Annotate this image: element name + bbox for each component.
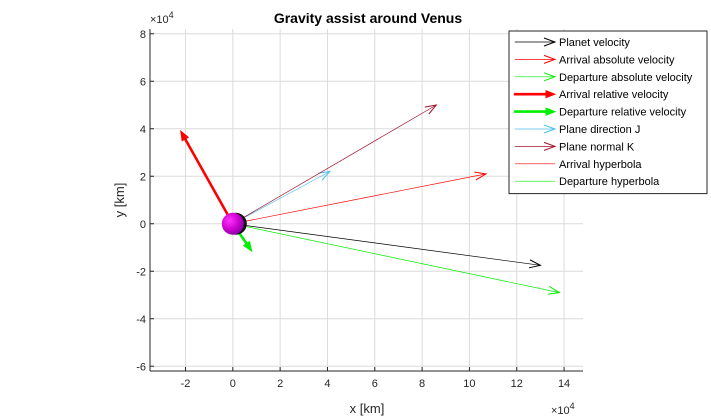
- x-tick-label: 2: [277, 378, 283, 390]
- plane-normal-k-arrow: [232, 104, 438, 225]
- x-scale-factor-text: ×104: [551, 401, 575, 417]
- legend-item: Arrival absolute velocity: [514, 54, 675, 66]
- x-scale-times: ×10: [551, 405, 570, 417]
- y-scale-times: ×10: [150, 14, 169, 26]
- x-scale-exponent: 4: [570, 401, 575, 411]
- y-scale-factor: ×104: [150, 10, 174, 26]
- legend-label: Planet velocity: [559, 37, 630, 49]
- x-tick-label: 6: [372, 378, 378, 390]
- legend-label: Arrival relative velocity: [559, 89, 669, 101]
- legend-item: Arrival hyperbola: [515, 159, 642, 171]
- x-tick-label: 0: [230, 378, 236, 390]
- legend: Planet velocity Arrival absolute velocity…: [508, 30, 708, 195]
- legend-label: Arrival hyperbola: [559, 159, 642, 171]
- departure-absolute-velocity-arrow: [232, 223, 561, 295]
- legend-item: Departure relative velocity: [513, 107, 687, 119]
- legend-label: Departure relative velocity: [559, 107, 687, 119]
- legend-swatch-departure-relative-velocity: [513, 107, 557, 116]
- legend-label: Plane normal K: [559, 141, 635, 153]
- legend-item: Departure absolute velocity: [514, 72, 693, 84]
- legend-swatch-departure-absolute-velocity: [514, 72, 557, 82]
- legend-item: Departure hyperbola: [515, 176, 660, 188]
- x-tick-label: -2: [181, 378, 191, 390]
- legend-swatch-plane-direction-j: [514, 124, 557, 134]
- legend-swatch-arrival-absolute-velocity: [514, 54, 557, 64]
- legend-item: Plane direction J: [514, 124, 640, 136]
- legend-item: Plane normal K: [514, 141, 635, 153]
- x-tick-label: 10: [463, 378, 475, 390]
- y-tick-label: -4: [136, 314, 146, 326]
- planet-velocity-arrow: [232, 223, 542, 269]
- legend-label: Departure hyperbola: [559, 176, 660, 188]
- y-tick-label: -6: [136, 361, 146, 373]
- x-axis-label: x [km]: [350, 401, 385, 416]
- legend-item: Planet velocity: [514, 37, 630, 49]
- plane-direction-j-arrow: [232, 170, 332, 225]
- x-scale-factor: ×104: [551, 401, 575, 417]
- y-tick-label: 2: [140, 171, 146, 183]
- y-tick-label: 6: [140, 76, 146, 88]
- legend-item: Arrival relative velocity: [513, 89, 669, 101]
- y-axis-label: y [km]: [112, 183, 127, 218]
- legend-label: Plane direction J: [559, 124, 640, 136]
- x-tick-label: 14: [558, 378, 570, 390]
- planet-venus: [221, 212, 247, 235]
- legend-label: Arrival absolute velocity: [559, 54, 675, 66]
- x-tick-label: 8: [419, 378, 425, 390]
- legend-swatch-plane-normal-k: [514, 141, 557, 151]
- arrival-absolute-velocity-arrow: [232, 171, 488, 225]
- legend-label: Departure absolute velocity: [559, 72, 693, 84]
- y-tick-label: 0: [140, 219, 146, 231]
- y-tick-label: -2: [136, 266, 146, 278]
- y-tick-label: 4: [140, 124, 146, 136]
- legend-swatch-planet-velocity: [514, 37, 557, 47]
- y-scale-factor-text: ×104: [150, 10, 174, 26]
- y-scale-exponent: 4: [169, 10, 174, 20]
- arrival-relative-velocity-arrow: [180, 129, 235, 226]
- y-tick-label: 8: [140, 29, 146, 41]
- chart-title: Gravity assist around Venus: [274, 10, 463, 26]
- x-tick-label: 12: [511, 378, 523, 390]
- legend-swatch-arrival-relative-velocity: [513, 89, 557, 99]
- x-tick-label: 4: [324, 378, 330, 390]
